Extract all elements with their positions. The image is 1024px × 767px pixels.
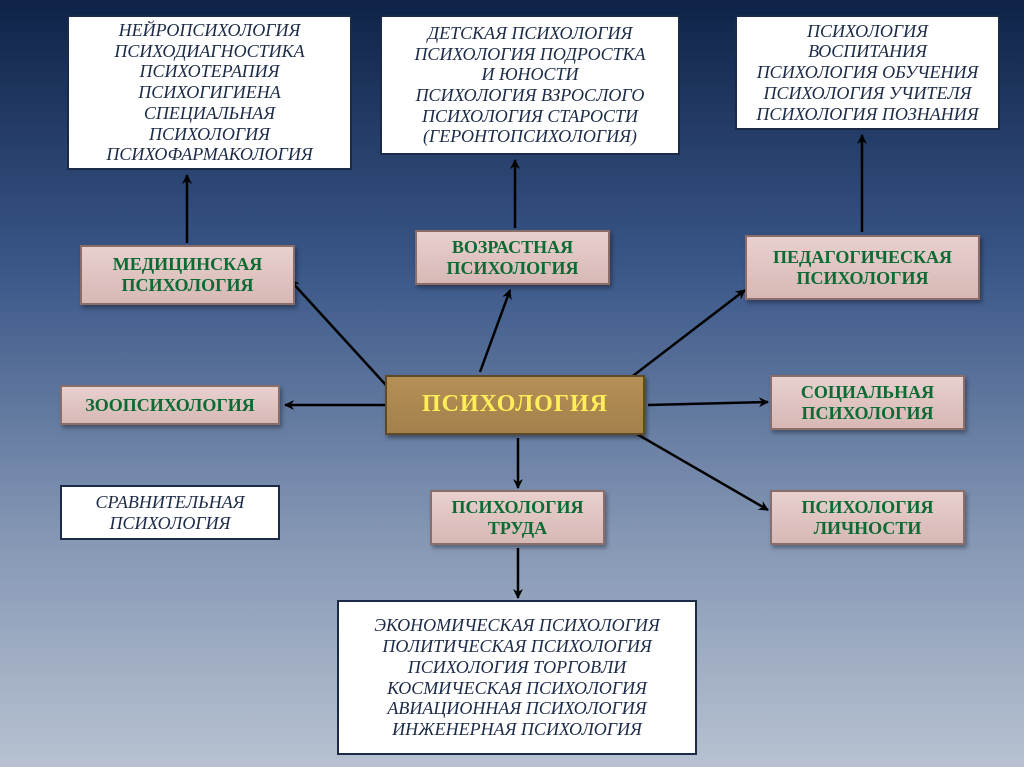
node-medical: МЕДИЦИНСКАЯ ПСИХОЛОГИЯ [80,245,295,305]
node-medical_detail-line: ПСИХОТЕРАПИЯ [140,61,280,82]
node-comparative: СРАВНИТЕЛЬНАЯПСИХОЛОГИЯ [60,485,280,540]
node-pedagogic_detail-line: ПСИХОЛОГИЯ ПОЗНАНИЯ [756,104,978,125]
node-age: ВОЗРАСТНАЯ ПСИХОЛОГИЯ [415,230,610,285]
node-pedagogic_detail: ПСИХОЛОГИЯВОСПИТАНИЯПСИХОЛОГИЯ ОБУЧЕНИЯП… [735,15,1000,130]
node-age_detail-line: (ГЕРОНТОПСИХОЛОГИЯ) [423,126,637,147]
node-social: СОЦИАЛЬНАЯ ПСИХОЛОГИЯ [770,375,965,430]
node-comparative-line: СРАВНИТЕЛЬНАЯ [95,492,244,513]
node-medical_detail-line: ПСИХОФАРМАКОЛОГИЯ [106,144,312,165]
edge-arrow [625,290,745,382]
node-comparative-line: ПСИХОЛОГИЯ [110,513,231,534]
diagram-canvas: ПСИХОЛОГИЯ МЕДИЦИНСКАЯ ПСИХОЛОГИЯ ЗООПСИХО… [0,0,1024,767]
edge-arrow [630,430,768,510]
node-medical_detail-line: ПСИХОЛОГИЯ [149,124,270,145]
node-labor: ПСИХОЛОГИЯ ТРУДА [430,490,605,545]
node-labor_detail: ЭКОНОМИЧЕСКАЯ ПСИХОЛОГИЯПОЛИТИЧЕСКАЯ ПСИ… [337,600,697,755]
node-age_detail-line: ПСИХОЛОГИЯ ПОДРОСТКА [414,44,645,65]
node-pedagogic_detail-line: ПСИХОЛОГИЯ УЧИТЕЛЯ [764,83,972,104]
node-labor_detail-line: ИНЖЕНЕРНАЯ ПСИХОЛОГИЯ [392,719,642,740]
edge-arrow [290,280,395,395]
node-age_detail-line: ПСИХОЛОГИЯ СТАРОСТИ [422,106,638,127]
node-personality: ПСИХОЛОГИЯ ЛИЧНОСТИ [770,490,965,545]
node-labor_detail-line: ПОЛИТИЧЕСКАЯ ПСИХОЛОГИЯ [382,636,651,657]
node-pedagogic_detail-line: ПСИХОЛОГИЯ [807,21,928,42]
node-medical_detail-line: НЕЙРОПСИХОЛОГИЯ [119,20,301,41]
node-center: ПСИХОЛОГИЯ [385,375,645,435]
node-medical_detail-line: СПЕЦИАЛЬНАЯ [144,103,275,124]
node-zoo: ЗООПСИХОЛОГИЯ [60,385,280,425]
node-pedagogic_detail-line: ПСИХОЛОГИЯ ОБУЧЕНИЯ [757,62,979,83]
node-medical_detail-line: ПСИХОГИГИЕНА [138,82,281,103]
node-labor_detail-line: ЭКОНОМИЧЕСКАЯ ПСИХОЛОГИЯ [374,615,659,636]
node-medical_detail-line: ПСИХОДИАГНОСТИКА [114,41,304,62]
node-age_detail-line: ПСИХОЛОГИЯ ВЗРОСЛОГО [416,85,645,106]
node-age_detail: ДЕТСКАЯ ПСИХОЛОГИЯПСИХОЛОГИЯ ПОДРОСТКАИ … [380,15,680,155]
node-labor_detail-line: ПСИХОЛОГИЯ ТОРГОВЛИ [408,657,627,678]
node-pedagogic_detail-line: ВОСПИТАНИЯ [808,41,927,62]
node-labor_detail-line: КОСМИЧЕСКАЯ ПСИХОЛОГИЯ [387,678,647,699]
node-age_detail-line: ДЕТСКАЯ ПСИХОЛОГИЯ [428,23,633,44]
node-pedagogic: ПЕДАГОГИЧЕСКАЯ ПСИХОЛОГИЯ [745,235,980,300]
node-labor_detail-line: АВИАЦИОННАЯ ПСИХОЛОГИЯ [387,698,646,719]
edge-arrow [480,290,510,372]
node-medical_detail: НЕЙРОПСИХОЛОГИЯПСИХОДИАГНОСТИКАПСИХОТЕРА… [67,15,352,170]
edge-arrow [648,402,768,405]
node-age_detail-line: И ЮНОСТИ [481,64,578,85]
